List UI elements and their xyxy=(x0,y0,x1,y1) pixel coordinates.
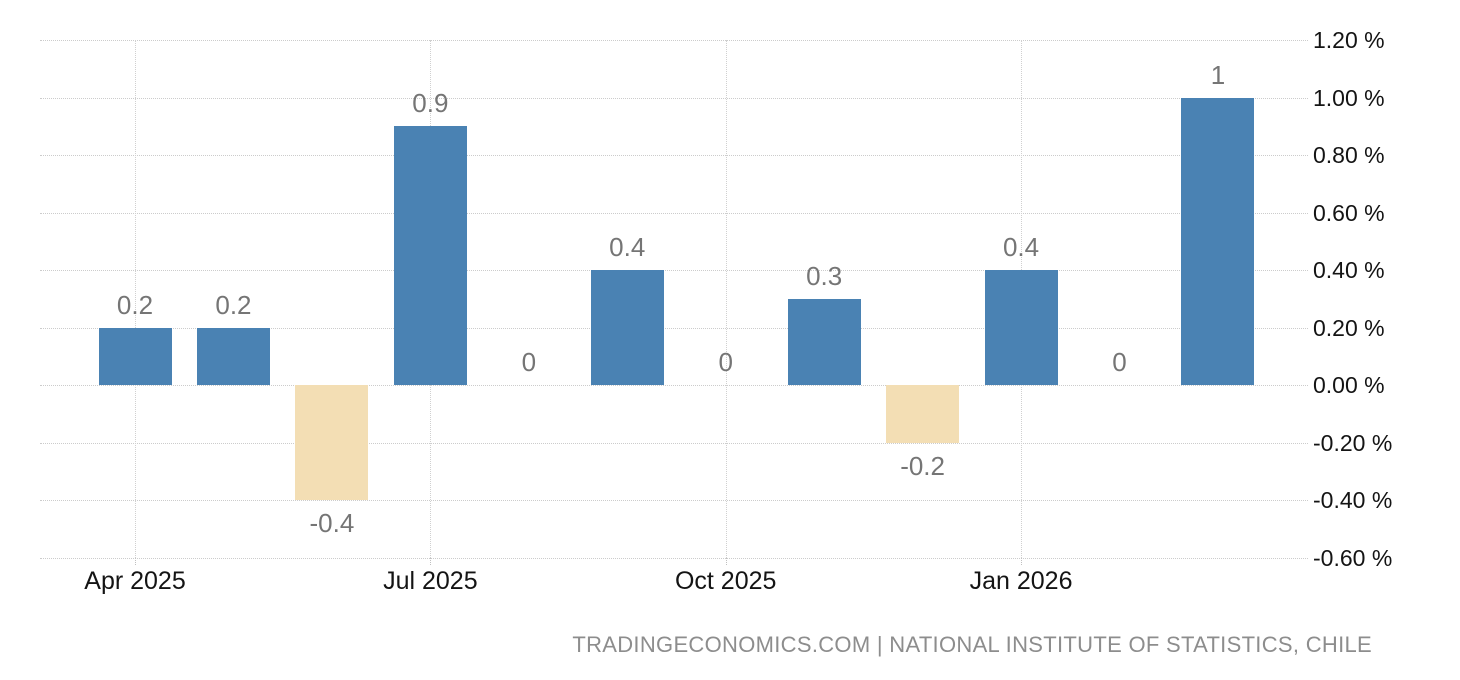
x-gridline xyxy=(135,40,136,558)
y-gridline xyxy=(40,40,1308,42)
y-gridline xyxy=(40,270,1308,272)
bar[interactable] xyxy=(590,270,664,386)
y-axis-tick-label: 0.80 % xyxy=(1313,142,1385,169)
x-axis-tick-label: Jan 2026 xyxy=(969,567,1073,595)
y-axis-tick-label: 0.60 % xyxy=(1313,199,1385,226)
y-axis-tick-label: -0.20 % xyxy=(1313,429,1393,456)
bar[interactable] xyxy=(1181,97,1255,386)
bar[interactable] xyxy=(196,327,270,386)
x-axis-tick xyxy=(430,557,432,565)
y-gridline xyxy=(40,442,1308,444)
bar-value-label: 0 xyxy=(1112,347,1127,378)
y-axis-tick-label: -0.40 % xyxy=(1313,487,1393,514)
bar-value-label: 0 xyxy=(718,347,733,378)
bar-value-label: 0.3 xyxy=(806,261,843,292)
chart-attribution: TRADINGECONOMICS.COM | NATIONAL INSTITUT… xyxy=(572,632,1372,657)
bar-value-label: 0 xyxy=(521,347,537,378)
bar-value-label: 1 xyxy=(1210,59,1226,90)
bar-value-label: 0.4 xyxy=(609,232,646,263)
bar[interactable] xyxy=(886,385,960,443)
y-axis-tick-label: 0.00 % xyxy=(1313,372,1385,399)
y-axis-tick-label: 1.00 % xyxy=(1313,84,1385,111)
x-axis-line xyxy=(40,557,1308,559)
y-axis-tick-label: -0.60 % xyxy=(1313,544,1393,571)
bar[interactable] xyxy=(984,270,1058,386)
x-axis-tick-label: Jul 2025 xyxy=(383,567,478,595)
bar[interactable] xyxy=(393,126,467,386)
x-gridline xyxy=(725,40,727,558)
y-gridline xyxy=(40,155,1308,157)
x-axis-tick xyxy=(135,557,136,565)
y-gridline xyxy=(40,500,1308,502)
x-axis-tick-label: Apr 2025 xyxy=(84,567,186,595)
x-axis-tick xyxy=(1021,557,1023,565)
y-axis-tick-label: 0.20 % xyxy=(1313,314,1385,341)
bar-value-label: -0.2 xyxy=(900,450,945,481)
x-axis-tick-label: Oct 2025 xyxy=(674,567,777,595)
bar-value-label: 0.4 xyxy=(1002,232,1040,263)
y-gridline xyxy=(40,385,1308,387)
y-axis-tick-label: 0.40 % xyxy=(1313,257,1385,284)
bar-value-label: 0.2 xyxy=(215,289,252,320)
x-axis-tick xyxy=(725,557,727,565)
bar-value-label: 0.2 xyxy=(116,289,154,320)
bar-value-label: 0.9 xyxy=(412,88,449,119)
y-axis-tick-label: 1.20 % xyxy=(1313,27,1385,54)
y-gridline xyxy=(40,212,1308,214)
bar[interactable] xyxy=(98,327,172,386)
y-gridline xyxy=(40,327,1308,329)
y-gridline xyxy=(40,97,1308,99)
bar-value-label: -0.4 xyxy=(309,508,355,539)
bar[interactable] xyxy=(787,299,861,386)
bar[interactable] xyxy=(295,385,369,501)
